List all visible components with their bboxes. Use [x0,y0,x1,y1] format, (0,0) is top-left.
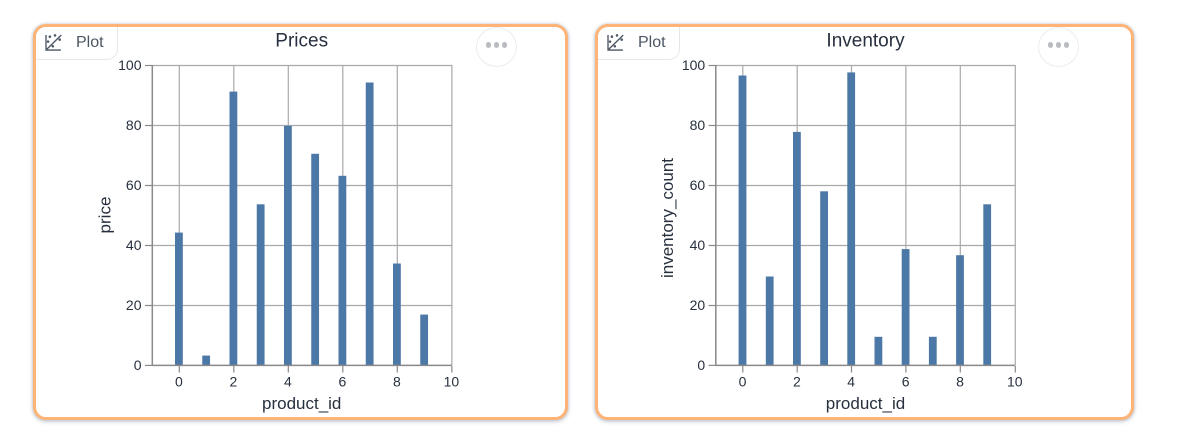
svg-text:80: 80 [126,117,142,133]
svg-text:inventory_count: inventory_count [658,158,677,278]
svg-text:price: price [96,197,115,234]
svg-text:4: 4 [284,374,292,390]
svg-text:8: 8 [956,374,964,390]
svg-text:10: 10 [1007,374,1023,390]
svg-text:2: 2 [793,374,801,390]
svg-text:80: 80 [690,117,706,133]
svg-text:40: 40 [126,237,142,253]
svg-text:0: 0 [739,374,747,390]
svg-text:6: 6 [339,374,347,390]
svg-text:40: 40 [690,237,706,253]
svg-text:10: 10 [444,374,460,390]
svg-text:0: 0 [175,374,183,390]
svg-text:20: 20 [690,297,706,313]
svg-text:8: 8 [393,374,401,390]
svg-text:product_id: product_id [826,394,905,413]
svg-text:20: 20 [126,297,142,313]
svg-text:60: 60 [690,177,706,193]
svg-text:60: 60 [126,177,142,193]
svg-text:100: 100 [118,57,142,73]
svg-text:product_id: product_id [262,394,341,413]
svg-text:100: 100 [682,57,706,73]
svg-text:Inventory: Inventory [826,30,905,51]
svg-text:Prices: Prices [275,30,328,51]
svg-text:6: 6 [902,374,910,390]
svg-text:0: 0 [697,357,705,373]
svg-text:4: 4 [847,374,855,390]
svg-text:0: 0 [134,357,142,373]
svg-text:2: 2 [230,374,238,390]
